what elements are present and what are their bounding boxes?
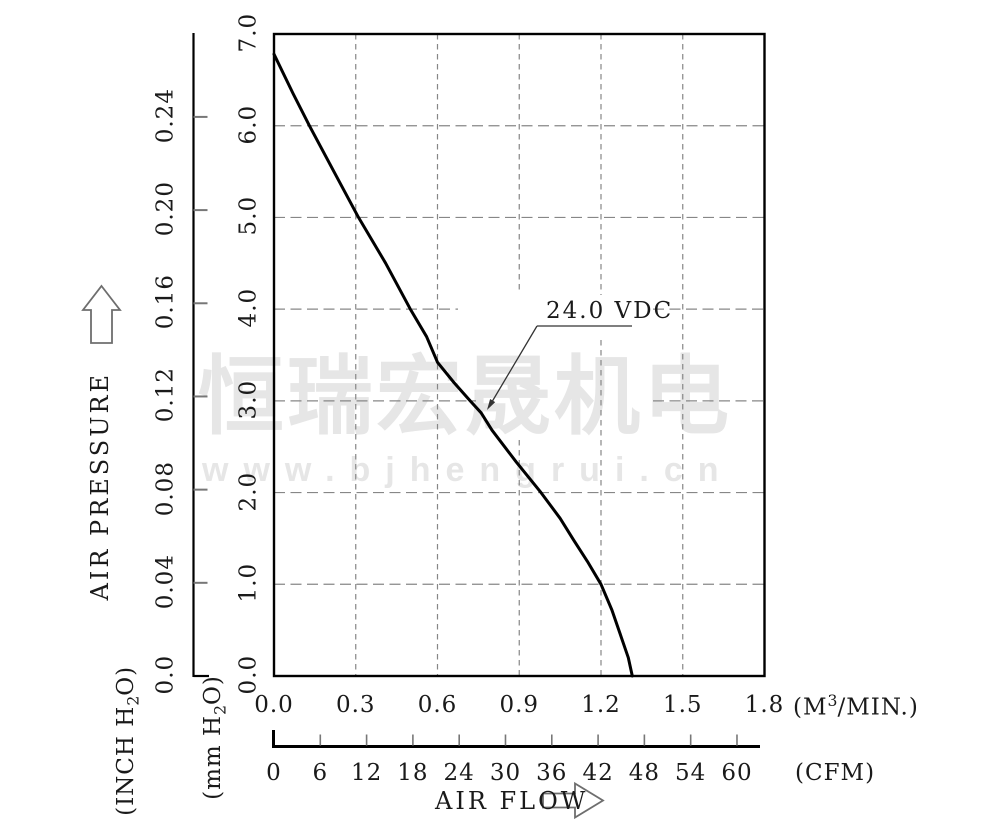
cfm-tick-label: 36 bbox=[536, 760, 568, 786]
mm-tick-label: 6.0 bbox=[235, 104, 262, 145]
leader-arrowhead-icon bbox=[487, 399, 496, 410]
pq-curve bbox=[272, 52, 634, 678]
air-flow-right-arrow-icon bbox=[542, 781, 605, 820]
mm-tick-label: 2.0 bbox=[235, 471, 262, 512]
cfm-tick-label: 24 bbox=[443, 760, 475, 786]
cfm-tick-label: 30 bbox=[489, 760, 522, 786]
mm-tick-label: 1.0 bbox=[235, 563, 262, 603]
cfm-tick-label: 6 bbox=[312, 760, 329, 786]
m3min-tick-label: 1.8 bbox=[744, 692, 785, 718]
m3min-tick-label: 1.5 bbox=[662, 692, 703, 718]
m3min-unit-label: (M3/MIN.) bbox=[793, 691, 919, 721]
mm-h2o-unit-label: (mm H2O) bbox=[200, 675, 230, 800]
m3min-tick-label: 0.9 bbox=[499, 692, 540, 718]
m3min-tick-label: 1.2 bbox=[581, 692, 621, 718]
mm-tick-label: 7.0 bbox=[235, 12, 262, 53]
cfm-tick-label: 42 bbox=[582, 760, 614, 786]
cfm-tick-label: 48 bbox=[628, 760, 661, 786]
watermark-url-text: www.bjhengrui.cn bbox=[202, 451, 734, 489]
inch-tick-label: 0.0 bbox=[152, 654, 179, 695]
inch-tick-label: 0.20 bbox=[152, 181, 179, 237]
voltage-annotation: 24.0 VDC bbox=[546, 298, 674, 324]
inch-tick-label: 0.12 bbox=[152, 367, 179, 423]
cfm-tick-label: 18 bbox=[397, 760, 429, 786]
air-pressure-up-arrow-icon bbox=[81, 284, 122, 344]
x-axis-title: AIR FLOW bbox=[435, 787, 589, 815]
plot-border bbox=[272, 32, 766, 678]
mm-tick-label: 5.0 bbox=[235, 196, 262, 236]
mm-tick-label: 3.0 bbox=[235, 379, 262, 420]
cfm-tick-label: 60 bbox=[721, 760, 753, 786]
leader-line bbox=[488, 325, 538, 407]
m3min-tick-label: 0.6 bbox=[417, 692, 458, 718]
inch-tick-label: 0.24 bbox=[152, 87, 179, 144]
mm-tick-label: 4.0 bbox=[235, 288, 262, 328]
y-axis-title: AIR PRESSURE bbox=[85, 371, 114, 601]
inch-tick-label: 0.08 bbox=[152, 460, 179, 516]
cfm-unit-label: (CFM) bbox=[795, 760, 876, 786]
inch-tick-label: 0.04 bbox=[152, 553, 179, 610]
cfm-tick-label: 0 bbox=[266, 760, 282, 786]
watermark-company-text: 恒瑞宏晟机电 bbox=[198, 349, 732, 445]
m3min-tick-label: 0.0 bbox=[254, 692, 294, 718]
inch-h2o-unit-label: (INCH H2O) bbox=[113, 665, 143, 816]
m3min-tick-label: 0.3 bbox=[335, 692, 376, 718]
cfm-tick-label: 12 bbox=[350, 760, 383, 786]
inch-tick-label: 0.16 bbox=[152, 274, 179, 330]
cfm-tick-label: 54 bbox=[675, 760, 707, 786]
